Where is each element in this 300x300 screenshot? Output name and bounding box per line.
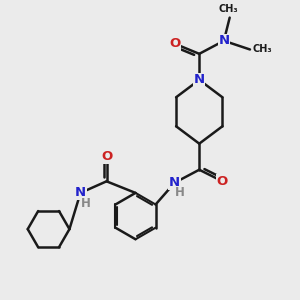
Text: O: O [217,175,228,188]
Text: CH₃: CH₃ [218,4,238,14]
Text: N: N [194,74,205,86]
Text: CH₃: CH₃ [252,44,272,55]
Text: N: N [169,176,180,189]
Text: H: H [175,186,185,200]
Text: N: N [218,34,230,47]
Text: H: H [81,196,91,210]
Text: N: N [75,186,86,200]
Text: O: O [101,150,112,163]
Text: O: O [169,37,180,50]
